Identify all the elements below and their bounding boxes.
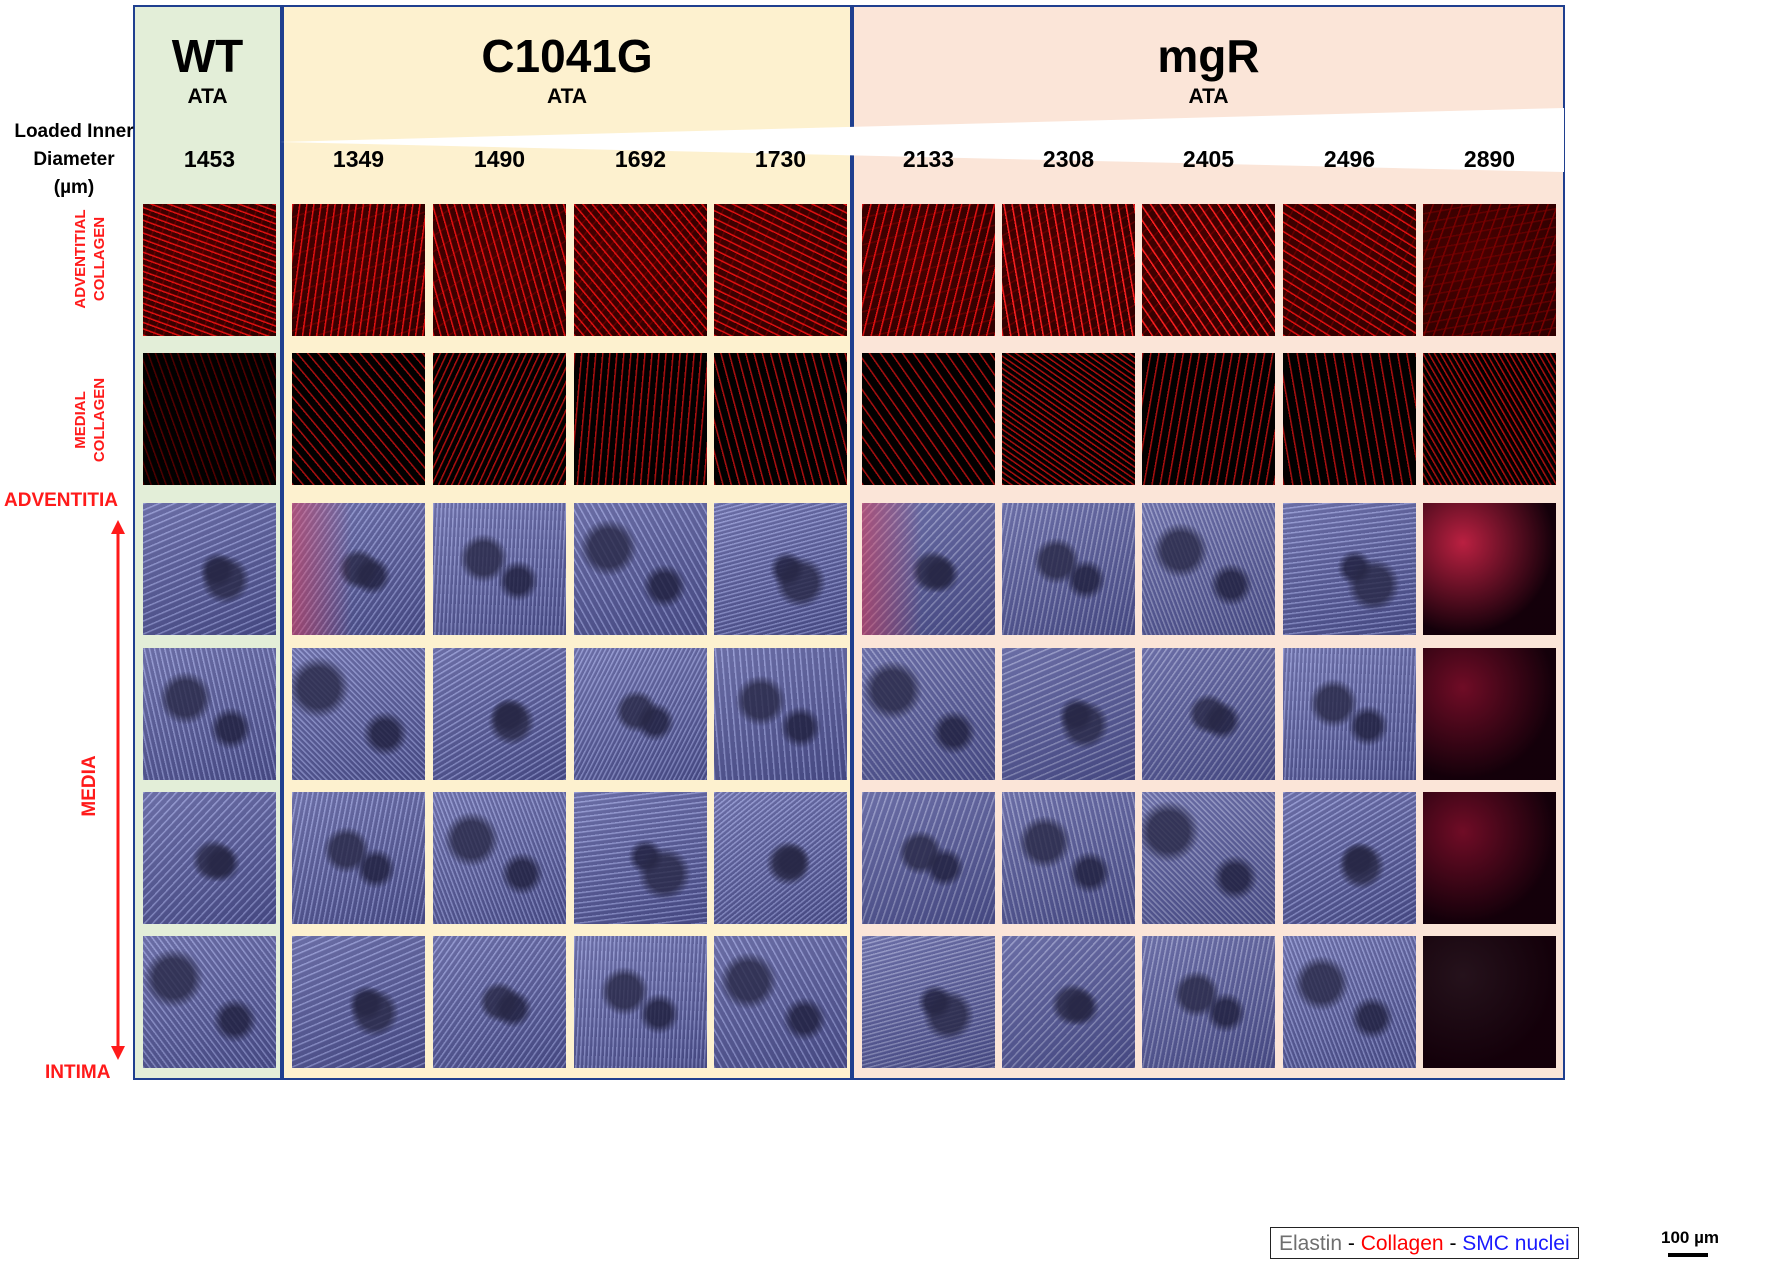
micrograph-layer-adventitia-2308: [1002, 503, 1135, 635]
micrograph-adventitial-collagen-1692: [574, 204, 707, 336]
diameter-wedge: [280, 108, 1564, 172]
micrograph-layer-media-2-2890: [1423, 792, 1556, 924]
micrograph-medial-collagen-2405: [1142, 353, 1275, 485]
micrograph-layer-media-1-2405: [1142, 648, 1275, 780]
micrograph-layer-intima-2308: [1002, 936, 1135, 1068]
diameter-value: 2308: [1042, 146, 1095, 172]
label-intima: INTIMA: [45, 1062, 111, 1083]
row-label-adventitial-line-2: COLLAGEN: [91, 216, 108, 302]
diameter-value: 1730: [754, 146, 807, 172]
micrograph-layer-media-1-1453: [143, 648, 276, 780]
label-adventitia: ADVENTITIA: [4, 490, 118, 511]
micrograph-layer-intima-1349: [292, 936, 425, 1068]
diameter-value: 1453: [183, 146, 236, 172]
micrograph-layer-intima-2496: [1283, 936, 1416, 1068]
micrograph-layer-media-2-1490: [433, 792, 566, 924]
diameter-value: 1349: [332, 146, 385, 172]
micrograph-adventitial-collagen-1730: [714, 204, 847, 336]
micrograph-medial-collagen-1730: [714, 353, 847, 485]
micrograph-layer-media-2-1730: [714, 792, 847, 924]
micrograph-layer-adventitia-2405: [1142, 503, 1275, 635]
micrograph-layer-intima-1692: [574, 936, 707, 1068]
micrograph-medial-collagen-1349: [292, 353, 425, 485]
group-c1041g-title: C1041G: [481, 30, 653, 82]
legend-elastin: Elastin: [1279, 1232, 1343, 1255]
row-label-adventitial-collagen: ADVENTITIAL COLLAGEN: [71, 209, 109, 308]
micrograph-adventitial-collagen-2496: [1283, 204, 1416, 336]
micrograph-layer-media-2-1692: [574, 792, 707, 924]
group-wt-subtitle: ATA: [187, 85, 228, 108]
depth-arrow: [111, 520, 125, 1060]
legend-separator-1: -: [1342, 1232, 1361, 1255]
micrograph-layer-adventitia-2496: [1283, 503, 1416, 635]
diameter-label-line-1: Loaded Inner: [14, 121, 134, 142]
micrograph-adventitial-collagen-2405: [1142, 204, 1275, 336]
group-mgr-title: mgR: [1157, 30, 1260, 82]
micrograph-layer-media-1-2308: [1002, 648, 1135, 780]
micrograph-medial-collagen-2496: [1283, 353, 1416, 485]
group-c1041g-subtitle: ATA: [546, 85, 588, 108]
micrograph-layer-media-1-1730: [714, 648, 847, 780]
micrograph-layer-adventitia-2133: [862, 503, 995, 635]
row-label-medial-line-2: COLLAGEN: [91, 377, 108, 463]
micrograph-layer-media-2-1349: [292, 792, 425, 924]
group-mgr-subtitle: ATA: [1188, 85, 1229, 108]
micrograph-layer-adventitia-1730: [714, 503, 847, 635]
micrograph-layer-media-1-2496: [1283, 648, 1416, 780]
micrograph-medial-collagen-2890: [1423, 353, 1556, 485]
diameter-label-line-3: (µm): [53, 177, 95, 198]
micrograph-layer-adventitia-1692: [574, 503, 707, 635]
micrograph-layer-media-1-1692: [574, 648, 707, 780]
row-label-medial-line-1: MEDIAL: [72, 391, 89, 449]
diameter-value: 2133: [902, 146, 955, 172]
diameter-value: 2405: [1182, 146, 1235, 172]
micrograph-layer-intima-2133: [862, 936, 995, 1068]
label-media: MEDIA: [79, 755, 100, 817]
micrograph-layer-media-2-2405: [1142, 792, 1275, 924]
micrograph-layer-intima-2890: [1423, 936, 1556, 1068]
micrograph-layer-adventitia-1349: [292, 503, 425, 635]
diameter-axis-label: Loaded Inner Diameter (µm): [0, 118, 148, 202]
scale-bar: [1668, 1253, 1708, 1257]
micrograph-layer-media-2-2133: [862, 792, 995, 924]
micrograph-medial-collagen-1490: [433, 353, 566, 485]
diameter-value: 1692: [614, 146, 667, 172]
micrograph-medial-collagen-2308: [1002, 353, 1135, 485]
micrograph-adventitial-collagen-2308: [1002, 204, 1135, 336]
micrograph-adventitial-collagen-2133: [862, 204, 995, 336]
diameter-value: 1490: [473, 146, 526, 172]
row-label-medial-collagen: MEDIAL COLLAGEN: [71, 378, 109, 462]
diameter-value: 2890: [1463, 146, 1516, 172]
diameter-value: 2496: [1323, 146, 1376, 172]
micrograph-adventitial-collagen-1453: [143, 204, 276, 336]
stain-legend: Elastin - Collagen - SMC nuclei: [1270, 1227, 1579, 1259]
micrograph-medial-collagen-2133: [862, 353, 995, 485]
micrograph-adventitial-collagen-1490: [433, 204, 566, 336]
micrograph-layer-media-1-2133: [862, 648, 995, 780]
micrograph-layer-intima-1490: [433, 936, 566, 1068]
micrograph-layer-media-1-2890: [1423, 648, 1556, 780]
micrograph-layer-intima-1453: [143, 936, 276, 1068]
row-label-adventitial-line-1: ADVENTITIAL: [72, 209, 89, 309]
micrograph-layer-adventitia-1490: [433, 503, 566, 635]
micrograph-layer-media-1-1349: [292, 648, 425, 780]
micrograph-layer-media-2-1453: [143, 792, 276, 924]
legend-nuclei: SMC nuclei: [1462, 1232, 1570, 1255]
group-wt-title: WT: [171, 30, 244, 82]
legend-separator-2: -: [1443, 1232, 1463, 1255]
micrograph-adventitial-collagen-2890: [1423, 204, 1556, 336]
micrograph-layer-intima-2405: [1142, 936, 1275, 1068]
scale-bar-label: 100 µm: [1661, 1228, 1719, 1247]
legend-collagen: Collagen: [1360, 1232, 1444, 1255]
micrograph-layer-adventitia-1453: [143, 503, 276, 635]
micrograph-layer-intima-1730: [714, 936, 847, 1068]
micrograph-layer-media-2-2308: [1002, 792, 1135, 924]
micrograph-layer-media-2-2496: [1283, 792, 1416, 924]
diameter-label-line-2: Diameter: [33, 149, 115, 170]
micrograph-layer-adventitia-2890: [1423, 503, 1556, 635]
micrograph-adventitial-collagen-1349: [292, 204, 425, 336]
micrograph-medial-collagen-1692: [574, 353, 707, 485]
micrograph-medial-collagen-1453: [143, 353, 276, 485]
micrograph-layer-media-1-1490: [433, 648, 566, 780]
